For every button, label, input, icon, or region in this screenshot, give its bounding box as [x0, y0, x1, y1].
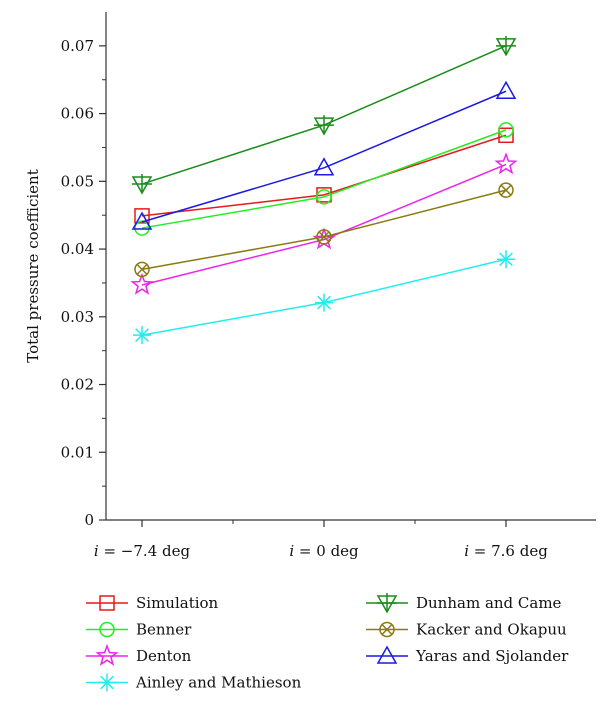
data-point-yaras-and-sjolander-part	[495, 80, 517, 99]
x-tick-label: i = −7.4 deg	[94, 542, 191, 560]
legend-marker-kacker-and-okapuu-part	[379, 621, 395, 638]
x-tick-rest: = −7.4 deg	[99, 542, 191, 560]
data-point-yaras-and-sjolander-part	[313, 157, 335, 176]
legend-label-benner: Benner	[136, 621, 192, 639]
data-point-denton-part	[494, 152, 518, 175]
legend-label-simulation: Simulation	[136, 594, 219, 612]
data-point-yaras-and-sjolander	[313, 157, 335, 176]
y-tick-label: 0.03	[61, 308, 94, 326]
legend-marker-simulation	[99, 595, 115, 611]
legend-marker-yaras-and-sjolander	[376, 645, 398, 664]
legend-marker-dunham-and-came-part	[377, 593, 397, 612]
data-point-kacker-and-okapuu-part	[136, 263, 148, 275]
data-point-kacker-and-okapuu	[134, 261, 150, 278]
legend-label-kacker-and-okapuu: Kacker and Okapuu	[416, 621, 567, 639]
legend-item-benner: Benner	[86, 621, 192, 639]
legend-marker-kacker-and-okapuu	[379, 621, 395, 638]
y-tick-label: 0.04	[61, 240, 94, 258]
data-point-dunham-and-came	[313, 115, 335, 136]
y-tick-label: 0.06	[61, 105, 94, 123]
legend-marker-benner-part	[99, 621, 115, 638]
data-point-kacker-and-okapuu-part	[318, 231, 330, 243]
y-tick-label: 0.01	[61, 443, 94, 461]
legend-marker-dunham-and-came	[376, 593, 398, 614]
y-tick-label: 0.02	[61, 376, 94, 394]
x-tick-italic: i	[94, 542, 99, 560]
legend-label-yaras-and-sjolander: Yaras and Sjolander	[415, 647, 569, 665]
data-point-denton-part	[130, 272, 154, 295]
data-point-benner	[134, 220, 150, 236]
y-tick-label: 0.07	[61, 37, 94, 55]
data-point-simulation-part	[498, 127, 514, 144]
y-tick-label: 0.05	[61, 172, 94, 190]
legend-item-kacker-and-okapuu: Kacker and Okapuu	[366, 621, 567, 639]
x-tick-italic: i	[289, 542, 294, 560]
data-point-benner-part	[316, 189, 332, 205]
data-point-dunham-and-came-part	[314, 115, 334, 135]
legend-marker-ainley-and-mathieson-part	[98, 673, 116, 692]
data-point-kacker-and-okapuu	[316, 229, 332, 245]
data-point-dunham-and-came-part	[132, 174, 152, 194]
legend-label-ainley-and-mathieson: Ainley and Mathieson	[135, 674, 302, 692]
data-point-kacker-and-okapuu	[498, 182, 514, 198]
legend-item-simulation: Simulation	[86, 594, 219, 612]
data-point-ainley-and-mathieson-part	[133, 326, 151, 345]
x-tick-label: i = 7.6 deg	[464, 542, 548, 560]
x-tick-rest: = 0 deg	[294, 542, 359, 560]
legend-marker-kacker-and-okapuu-part	[381, 623, 393, 636]
data-point-dunham-and-came	[495, 35, 517, 57]
data-point-benner-part	[498, 122, 514, 138]
data-point-ainley-and-mathieson-part	[497, 250, 515, 269]
data-point-simulation-part	[134, 208, 150, 224]
series-line-denton	[141, 163, 507, 286]
data-point-kacker-and-okapuu-part	[134, 261, 150, 278]
x-tick-rest: = 7.6 deg	[469, 542, 548, 560]
x-tick-label: i = 0 deg	[289, 542, 359, 560]
legend-marker-ainley-and-mathieson	[98, 673, 116, 692]
data-point-dunham-and-came-part	[496, 35, 516, 55]
data-point-kacker-and-okapuu-part	[498, 182, 514, 198]
data-point-dunham-and-came	[131, 174, 153, 195]
data-point-kacker-and-okapuu-part	[316, 229, 332, 245]
data-point-yaras-and-sjolander	[495, 80, 517, 99]
legend-marker-simulation-part	[99, 595, 115, 611]
legend-label-dunham-and-came: Dunham and Came	[416, 594, 562, 612]
legend-marker-denton	[95, 643, 119, 666]
y-tick-label: 0	[84, 511, 94, 529]
data-point-denton	[494, 152, 518, 175]
data-point-kacker-and-okapuu-part	[500, 184, 512, 196]
series-line-yaras-and-sjolander	[141, 90, 507, 223]
data-point-benner	[316, 189, 332, 205]
x-tick-italic: i	[464, 542, 469, 560]
data-point-simulation	[134, 208, 150, 224]
legend-item-dunham-and-came: Dunham and Came	[366, 593, 562, 614]
y-axis-title: Total pressure coefficient	[24, 169, 42, 362]
data-point-yaras-and-sjolander	[131, 211, 153, 230]
data-point-ainley-and-mathieson	[497, 250, 515, 269]
data-point-benner-part	[134, 220, 150, 236]
data-point-denton	[130, 272, 154, 295]
legend-marker-benner	[99, 621, 115, 638]
data-point-ainley-and-mathieson-part	[315, 293, 333, 312]
data-point-simulation	[498, 127, 514, 144]
legend-marker-yaras-and-sjolander-part	[376, 645, 398, 664]
data-point-ainley-and-mathieson	[315, 293, 333, 312]
data-point-ainley-and-mathieson	[133, 326, 151, 345]
legend-item-ainley-and-mathieson: Ainley and Mathieson	[86, 673, 302, 692]
data-point-benner	[498, 122, 514, 138]
series-line-benner	[141, 129, 507, 229]
legend-item-yaras-and-sjolander: Yaras and Sjolander	[366, 645, 569, 665]
legend-marker-denton-part	[95, 643, 119, 666]
legend-label-denton: Denton	[136, 647, 192, 665]
series-line-simulation	[141, 134, 507, 217]
data-point-yaras-and-sjolander-part	[131, 211, 153, 230]
legend-item-denton: Denton	[86, 643, 192, 666]
